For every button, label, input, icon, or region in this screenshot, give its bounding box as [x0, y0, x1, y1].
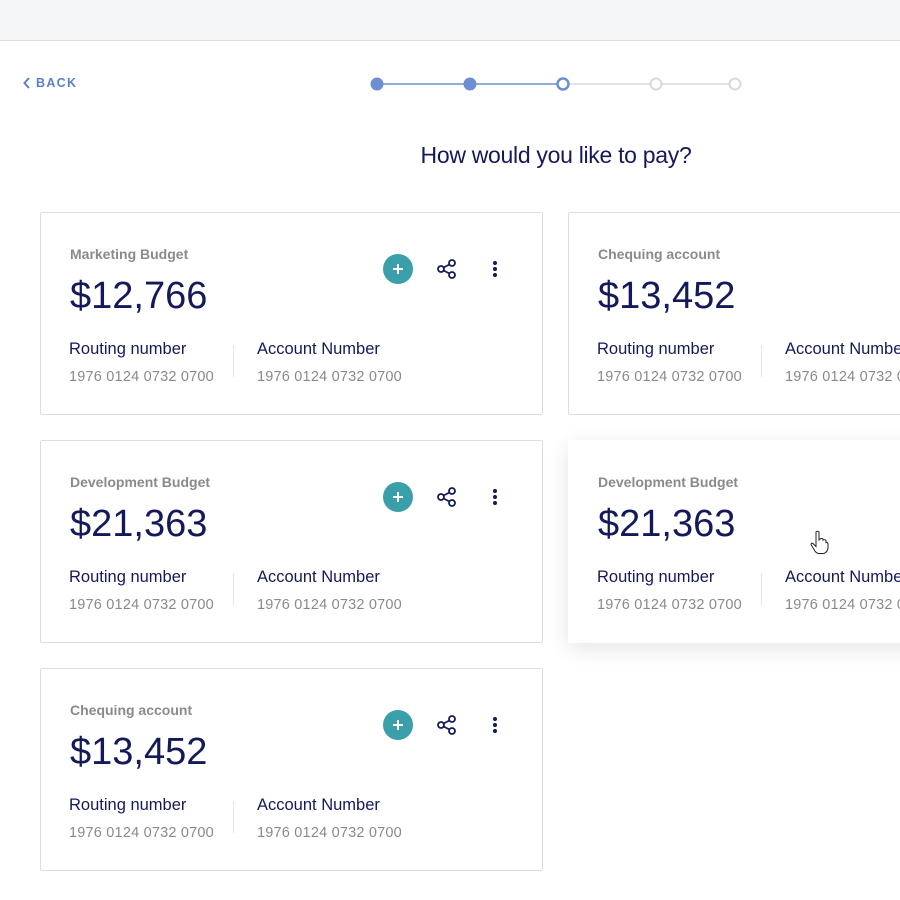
routing-number: 1976 0124 0732 0700	[69, 597, 214, 613]
page-title: How would you like to pay?	[420, 142, 692, 168]
step-done	[463, 77, 477, 91]
add-button[interactable]	[383, 254, 413, 284]
stepper	[370, 77, 742, 91]
step-done	[370, 77, 384, 91]
back-label: BACK	[36, 76, 78, 90]
account-number: 1976 0124 0732 0700	[257, 369, 402, 385]
add-button[interactable]	[383, 710, 413, 740]
step-todo	[728, 77, 742, 91]
cursor	[810, 530, 829, 554]
account-card[interactable]: Development Budget $21,363 Routing number 1…	[40, 440, 543, 643]
card-actions-wrap	[382, 709, 517, 746]
step-current	[556, 77, 570, 91]
account-number: 1976 0124 0732 0700	[785, 369, 900, 385]
account-label: Account Number	[257, 568, 380, 586]
account-name: Chequing account	[598, 246, 721, 262]
routing-label: Routing number	[597, 340, 715, 358]
account-number: 1976 0124 0732 0700	[257, 825, 402, 841]
routing-label: Routing number	[69, 340, 187, 358]
account-name: Chequing account	[70, 702, 193, 718]
account-card[interactable]: Chequing account $13,452 Routing number 197…	[40, 668, 543, 871]
routing-label: Routing number	[69, 568, 187, 586]
account-label: Account Number	[785, 340, 900, 358]
share-button[interactable]	[437, 259, 456, 279]
account-balance: $21,363	[598, 503, 736, 545]
account-balance: $13,452	[598, 275, 736, 317]
routing-number: 1976 0124 0732 0700	[597, 369, 742, 385]
divider	[233, 801, 234, 833]
divider	[761, 573, 762, 605]
divider	[233, 345, 234, 377]
more-button[interactable]	[493, 489, 497, 505]
share-button[interactable]	[437, 487, 456, 507]
card-actions	[383, 482, 497, 512]
account-name: Development Budget	[70, 474, 211, 490]
account-label: Account Number	[257, 796, 380, 814]
routing-number: 1976 0124 0732 0700	[69, 369, 214, 385]
account-card[interactable]: Development Budget $21,363 Routing number 1…	[568, 440, 900, 643]
card-actions-wrap	[382, 481, 517, 518]
back-link[interactable]: BACK	[23, 76, 77, 90]
account-card[interactable]: Chequing account $13,452 Routing number 197…	[568, 212, 900, 415]
top-bar	[0, 0, 900, 41]
routing-label: Routing number	[69, 796, 187, 814]
routing-number: 1976 0124 0732 0700	[597, 597, 742, 613]
card-actions-wrap	[382, 253, 517, 290]
add-button[interactable]	[383, 482, 413, 512]
back-chevron	[23, 77, 30, 89]
card-actions	[383, 254, 497, 284]
account-label: Account Number	[257, 340, 380, 358]
account-label: Account Number	[785, 568, 900, 586]
account-balance: $21,363	[70, 503, 208, 545]
divider	[233, 573, 234, 605]
more-button[interactable]	[493, 261, 497, 277]
account-balance: $13,452	[70, 731, 208, 773]
account-balance: $12,766	[70, 275, 208, 317]
more-button[interactable]	[493, 717, 497, 733]
routing-label: Routing number	[597, 568, 715, 586]
share-button[interactable]	[437, 715, 456, 735]
routing-number: 1976 0124 0732 0700	[69, 825, 214, 841]
account-number: 1976 0124 0732 0700	[257, 597, 402, 613]
step-todo	[649, 77, 663, 91]
account-grid: Marketing Budget $12,766 Routing number 197…	[40, 212, 900, 871]
divider	[761, 345, 762, 377]
account-name: Development Budget	[598, 474, 739, 490]
account-card[interactable]: Marketing Budget $12,766 Routing number 197…	[40, 212, 543, 415]
card-actions	[383, 710, 497, 740]
account-number: 1976 0124 0732 0700	[785, 597, 900, 613]
account-name: Marketing Budget	[70, 246, 189, 262]
